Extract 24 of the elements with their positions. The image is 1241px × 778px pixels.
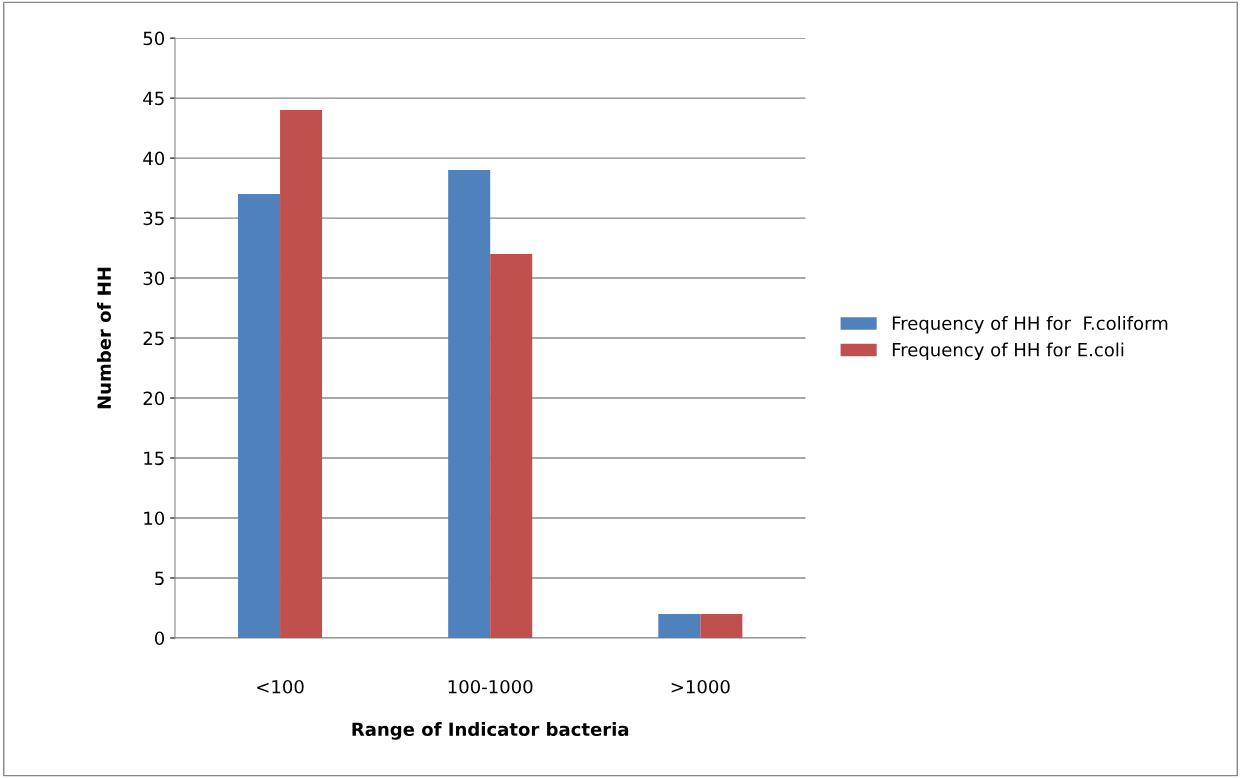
y-tick-label: 45 <box>143 91 164 106</box>
y-tick-label: 0 <box>154 631 165 646</box>
y-tick-label: 15 <box>144 451 164 466</box>
y-tick-label: 5 <box>155 571 164 586</box>
y-tick-label: 10 <box>144 511 165 526</box>
bar <box>238 194 281 638</box>
legend-label: Frequency of HH for F.coliform <box>892 316 1168 334</box>
y-tick-label: 25 <box>143 331 164 346</box>
bar <box>700 613 743 638</box>
x-tick-label: >1000 <box>671 679 730 694</box>
y-axis-title: Number of HH <box>97 267 112 409</box>
y-tick-label: 40 <box>143 151 165 166</box>
bar <box>280 110 323 638</box>
y-tick-label: 20 <box>143 391 165 406</box>
bar <box>658 613 701 638</box>
y-tick-label: 35 <box>143 211 164 226</box>
x-axis-title: Range of Indicator bacteria <box>352 722 629 740</box>
x-tick-label: 100-1000 <box>448 679 533 694</box>
bar <box>448 170 491 638</box>
legend-label: Frequency of HH for E.coli <box>892 342 1124 361</box>
x-tick-label: <100 <box>257 679 304 694</box>
bar <box>490 254 533 638</box>
y-tick-label: 50 <box>143 31 165 46</box>
y-tick-label: 30 <box>143 271 165 286</box>
